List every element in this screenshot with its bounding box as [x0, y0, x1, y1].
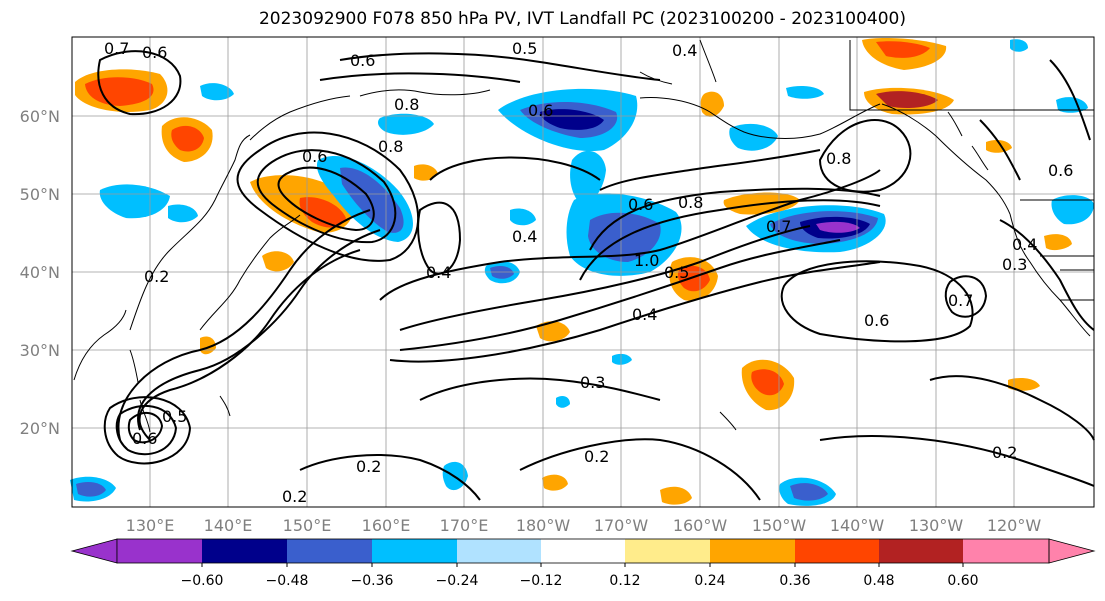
contour-label: 0.7 [104, 39, 129, 58]
colorbar: −0.60 −0.48 −0.36 −0.24 −0.12 0.12 0.24 … [70, 538, 1096, 589]
lon-label: 170°W [594, 516, 649, 535]
contour-label: 0.6 [1048, 161, 1073, 180]
map-frame [71, 36, 1095, 508]
lon-label: 180°W [516, 516, 571, 535]
colorbar-bin [625, 539, 710, 563]
contour-label: 0.5 [664, 263, 689, 282]
colorbar-tick-label: −0.48 [266, 573, 309, 589]
colorbar-bin [202, 539, 287, 563]
colorbar-arrow-low [70, 538, 118, 564]
colorbar-bin [879, 539, 963, 563]
contour-label: 0.8 [394, 95, 419, 114]
colorbar-tick-label: 0.24 [694, 573, 725, 589]
contour-label: 0.2 [356, 457, 381, 476]
colorbar-bin [541, 539, 625, 563]
contour-label: 0.5 [162, 407, 187, 426]
colorbar-tick-label: −0.60 [181, 573, 224, 589]
colorbar-ticks [201, 563, 964, 567]
contour-label: 0.2 [144, 267, 169, 286]
coastlines [73, 39, 1094, 433]
contour-label: 0.6 [132, 429, 157, 448]
contour-label: 0.2 [584, 447, 609, 466]
lon-label: 130°E [126, 516, 175, 535]
colorbar-outline [116, 538, 1050, 564]
contour-label: 0.4 [426, 263, 451, 282]
contour-label: 0.6 [142, 43, 167, 62]
contour-label: 0.4 [1012, 235, 1037, 254]
lat-label: 60°N [20, 107, 60, 126]
lon-label: 150°W [752, 516, 807, 535]
contour-label: 0.4 [512, 227, 537, 246]
contour-label: 0.6 [302, 147, 327, 166]
latitude-labels: 60°N 50°N 40°N 30°N 20°N [20, 107, 60, 438]
contour-label: 0.4 [632, 305, 657, 324]
colorbar-bin [795, 539, 879, 563]
contour-label: 0.7 [948, 291, 973, 310]
ivt-contours [97, 50, 1095, 501]
contour-label: 0.7 [766, 217, 791, 236]
colorbar-tick-label: −0.24 [436, 573, 479, 589]
lat-label: 40°N [20, 263, 60, 282]
contour-label: 0.2 [992, 443, 1017, 462]
lon-label: 120°W [987, 516, 1042, 535]
contour-label: 0.8 [678, 193, 703, 212]
contour-label: 0.3 [580, 373, 605, 392]
contour-label: 0.8 [826, 149, 851, 168]
colorbar-bin [117, 539, 202, 563]
colorbar-tick-label: −0.36 [351, 573, 394, 589]
colorbar-tick-label: 0.12 [609, 573, 640, 589]
lon-label: 160°W [673, 516, 728, 535]
lon-label: 140°W [830, 516, 885, 535]
contour-label: 0.6 [350, 51, 375, 70]
contour-label: 0.6 [628, 195, 653, 214]
colorbar-bin [963, 539, 1049, 563]
contour-label: 0.5 [512, 39, 537, 58]
colorbar-bin [710, 539, 795, 563]
colorbar-bin [372, 539, 457, 563]
contour-label: 0.4 [672, 41, 697, 60]
longitude-labels: 130°E 140°E 150°E 160°E 170°E 180°W 170°… [126, 516, 1042, 535]
colorbar-arrow-high [1048, 538, 1096, 564]
lon-label: 150°E [283, 516, 332, 535]
lon-label: 140°E [204, 516, 253, 535]
lat-label: 50°N [20, 185, 60, 204]
lon-label: 130°W [909, 516, 964, 535]
lon-label: 170°E [440, 516, 489, 535]
colorbar-bin [457, 539, 541, 563]
colorbar-tick-label: 0.48 [863, 573, 894, 589]
contour-label: 1.0 [634, 251, 659, 270]
contour-label: 0.3 [1002, 255, 1027, 274]
contour-label: 0.2 [282, 487, 307, 506]
lat-label: 30°N [20, 341, 60, 360]
contour-label: 0.6 [864, 311, 889, 330]
figure-title: 2023092900 F078 850 hPa PV, IVT Landfall… [258, 9, 906, 29]
map-gridlines [72, 37, 1094, 507]
lat-label: 20°N [20, 419, 60, 438]
contour-label: 0.8 [378, 137, 403, 156]
colorbar-tick-label: 0.60 [947, 573, 978, 589]
contour-label: 0.6 [528, 101, 553, 120]
lon-label: 160°E [362, 516, 411, 535]
colorbar-tick-label: −0.12 [520, 573, 563, 589]
map-panel: 0.7 0.6 0.6 0.5 0.4 0.8 0.6 0.8 0.6 0.4 … [70, 36, 1095, 508]
colorbar-tick-label: 0.36 [779, 573, 810, 589]
contour-label-group: 0.7 0.6 0.6 0.5 0.4 0.8 0.6 0.8 0.6 0.4 … [104, 39, 1073, 506]
colorbar-bin [287, 539, 372, 563]
